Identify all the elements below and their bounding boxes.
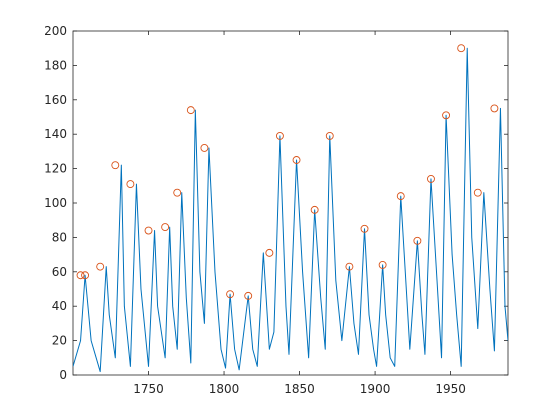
y-tick-label: 160 [44,93,67,107]
y-tick-label: 180 [44,58,67,72]
peak-marker [200,144,209,152]
peak-marker [292,156,301,164]
peak-marker [126,180,135,189]
y-tick-label: 0 [59,368,67,382]
peak-marker [310,205,319,214]
y-tick-label: 40 [52,299,67,313]
series-line [73,47,508,373]
x-tick-label: 1750 [133,382,164,396]
x-tick-label: 1900 [360,382,391,396]
peak-marker [144,226,153,235]
y-tick-label: 140 [44,127,67,141]
y-tick-label: 100 [44,196,67,210]
peak-marker [111,161,120,170]
y-tick-label: 120 [44,162,67,176]
peak-marker [76,271,85,280]
peak-marker [360,224,369,233]
peak-marker [378,260,387,269]
peak-marker [457,44,466,53]
y-tick-label: 80 [52,230,67,244]
peak-marker [265,248,274,257]
peak-marker [396,192,405,201]
peak-marker [325,131,334,140]
peak-marker [173,188,182,197]
axes: 0 20 40 60 80 100 120 140 160 180 200 1750 1800 1850 1… [44,24,509,396]
peak-marker [490,104,499,113]
y-tick-label: 20 [52,334,67,348]
y-tick-label: 60 [52,265,67,279]
peak-markers [76,44,499,300]
peak-marker [427,174,435,183]
x-tick-label: 1800 [209,382,240,396]
peak-marker [81,271,90,280]
peak-marker [161,223,170,232]
peak-marker [345,262,354,271]
y-tick-label: 200 [44,24,67,38]
peak-marker [413,236,422,245]
peak-marker [275,131,284,140]
series-layer [73,47,508,373]
peak-marker [244,291,253,300]
peak-marker [442,111,451,120]
peak-marker [186,106,195,115]
x-tick-label: 1950 [435,382,466,396]
peak-marker [96,262,105,271]
peak-marker [473,188,482,197]
peak-marker [226,290,235,299]
x-tick-label: 1850 [284,382,315,396]
